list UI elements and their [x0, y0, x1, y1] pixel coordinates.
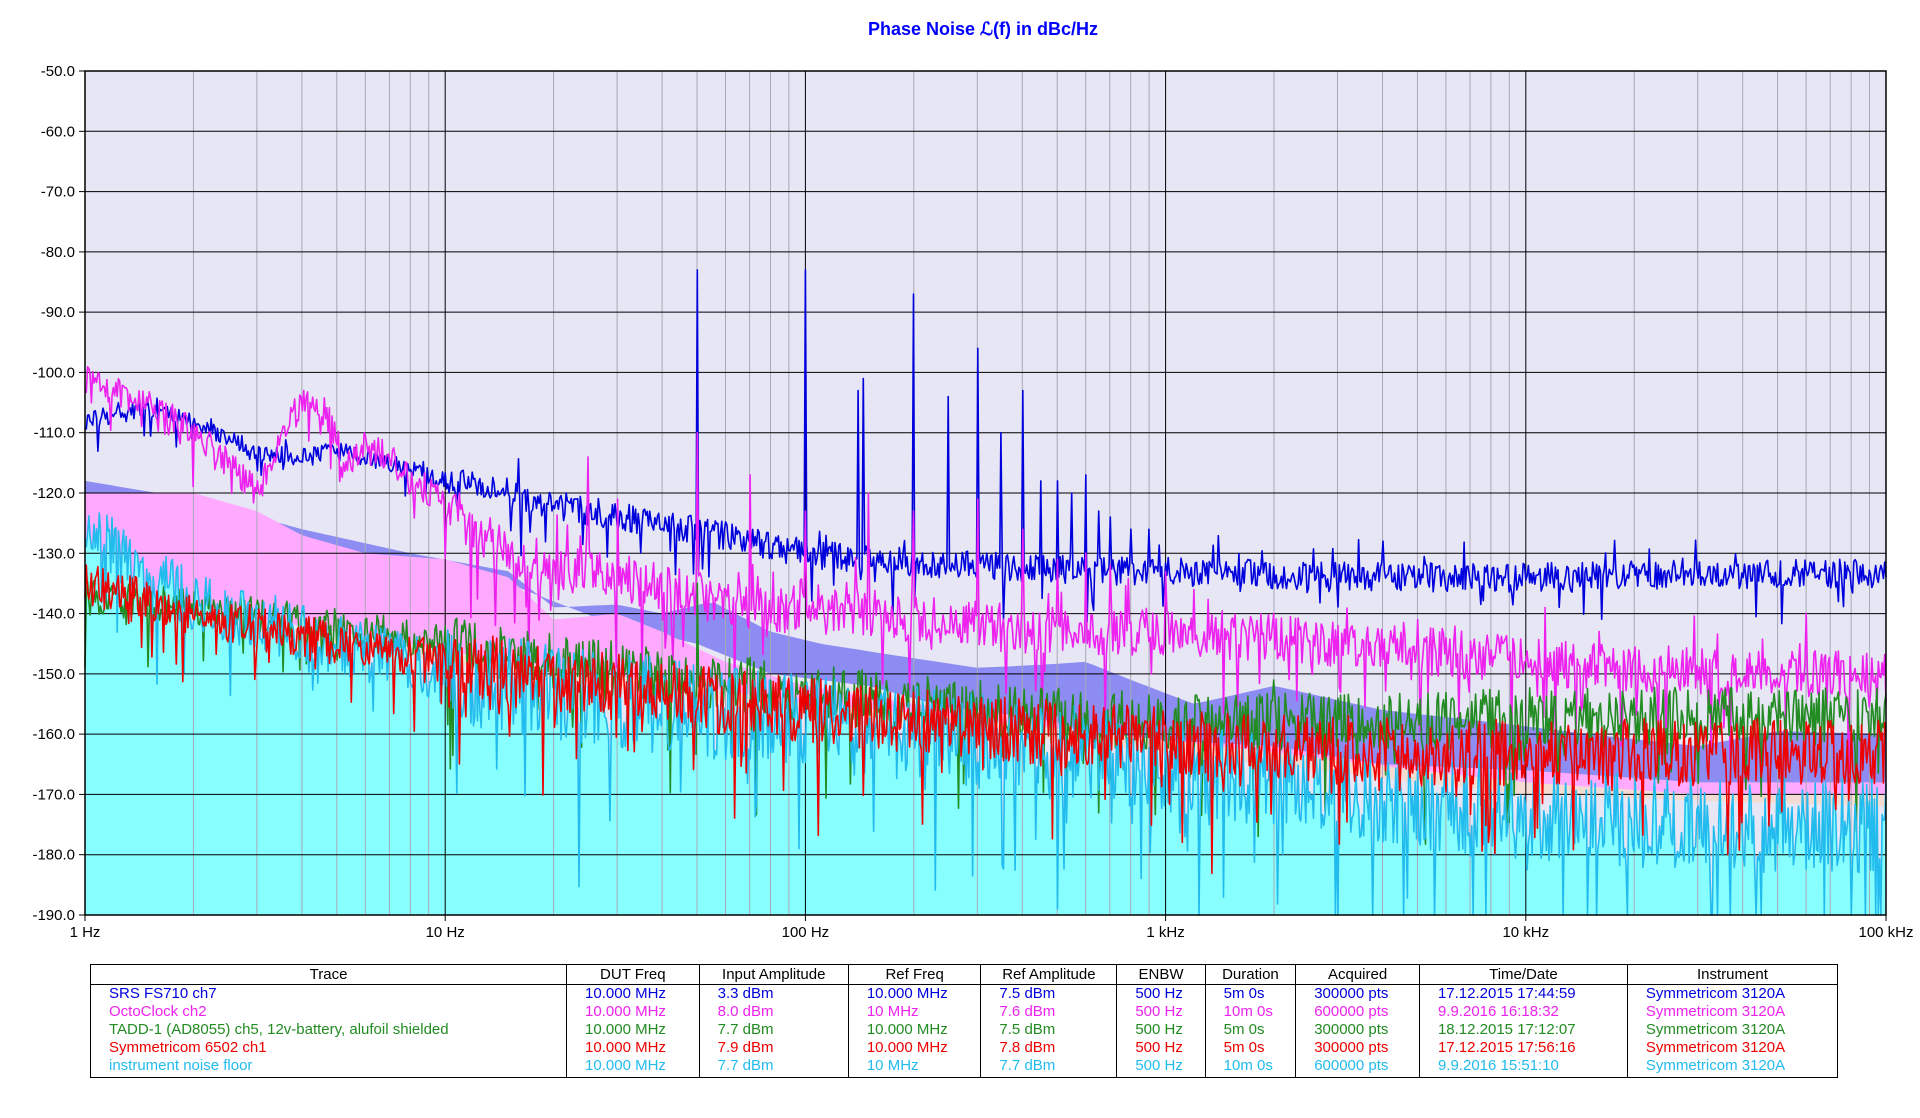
legend-cell: Symmetricom 3120A — [1626, 1003, 1839, 1021]
legend-cell: 10.000 MHz — [566, 984, 700, 1003]
noise-band-0 — [85, 480, 1886, 795]
legend-row: SRS FS710 ch7 10.000 MHz 3.3 dBm 10.000 MHz… — [89, 984, 1839, 1003]
legend-cell: 10m 0s — [1204, 1057, 1297, 1078]
legend-row: Symmetricom 6502 ch1 10.000 MHz 7.9 dBm 10.… — [89, 1039, 1839, 1057]
legend-cell: 8.0 dBm — [698, 1003, 849, 1021]
legend-cell: 10 MHz — [847, 1057, 982, 1078]
legend-cell: 17.12.2015 17:44:59 — [1418, 984, 1628, 1003]
legend-cell: 9.9.2016 15:51:10 — [1418, 1057, 1628, 1078]
y-tick-label: -170.0 — [32, 786, 75, 803]
legend-cell: 5m 0s — [1204, 1039, 1297, 1057]
y-tick-label: -130.0 — [32, 545, 75, 562]
legend-row: OctoClock ch2 10.000 MHz 8.0 dBm 10 MHz 7.6 … — [89, 1003, 1839, 1021]
legend-cell: 500 Hz — [1116, 1057, 1206, 1078]
legend-cell: 500 Hz — [1116, 984, 1206, 1003]
legend-cell: 10m 0s — [1204, 1003, 1297, 1021]
legend-cell: 7.7 dBm — [698, 1057, 849, 1078]
y-tick-label: -60.0 — [41, 123, 75, 140]
y-tick-label: -110.0 — [34, 425, 75, 442]
legend-header-cell: Ref Freq — [847, 964, 982, 985]
legend-cell: 7.8 dBm — [980, 1039, 1118, 1057]
y-tick-label: -80.0 — [41, 244, 75, 261]
legend-header-cell: Input Amplitude — [698, 964, 849, 985]
legend-cell: 500 Hz — [1116, 1021, 1206, 1039]
legend-cell: Symmetricom 3120A — [1626, 1021, 1839, 1039]
legend-cell: 300000 pts — [1295, 984, 1420, 1003]
series-lines — [84, 269, 1887, 916]
legend-table: Trace DUT Freq Input Amplitude Ref Freq Ref … — [89, 964, 1839, 1078]
legend-cell: 7.7 dBm — [980, 1057, 1118, 1078]
legend-header-cell: Time/Date — [1418, 964, 1628, 985]
legend-row: TADD-1 (AD8055) ch5, 12v-battery, alufoi… — [89, 1021, 1839, 1039]
x-tick-label: 100 kHz — [1858, 924, 1913, 941]
legend-cell: 10 MHz — [847, 1003, 982, 1021]
legend-cell: 3.3 dBm — [698, 984, 849, 1003]
legend-cell: 10.000 MHz — [566, 1057, 700, 1078]
y-tick-label: -190.0 — [32, 907, 75, 924]
y-tick-label: -120.0 — [32, 485, 75, 502]
legend-cell: OctoClock ch2 — [89, 1003, 568, 1021]
legend-cell: 600000 pts — [1295, 1003, 1420, 1021]
legend-header-cell: ENBW — [1116, 964, 1206, 985]
legend-cell: 10.000 MHz — [566, 1039, 700, 1057]
y-tick-label: -150.0 — [32, 666, 75, 683]
legend-cell: 7.9 dBm — [698, 1039, 849, 1057]
legend-cell: 9.9.2016 16:18:32 — [1418, 1003, 1628, 1021]
legend-header-cell: Trace — [89, 964, 568, 985]
legend-header-cell: Duration — [1204, 964, 1297, 985]
legend-cell: SRS FS710 ch7 — [89, 984, 568, 1003]
phase-noise-chart: Phase Noise ℒ(f) in dBc/Hz -50.0 -60.0 -70… — [32, 19, 1914, 941]
y-tick-label: -70.0 — [41, 184, 75, 201]
y-tick-label: -140.0 — [32, 606, 75, 623]
legend-cell: Symmetricom 3120A — [1626, 984, 1839, 1003]
legend-cell: 300000 pts — [1295, 1039, 1420, 1057]
legend-cell: 18.12.2015 17:12:07 — [1418, 1021, 1628, 1039]
legend-header-cell: Acquired — [1295, 964, 1420, 985]
y-axis-ticks: -50.0 -60.0 -70.0 -80.0 -90.0 -100.0 -110.0 -12… — [32, 63, 85, 924]
legend-cell: 5m 0s — [1204, 1021, 1297, 1039]
legend-cell: 500 Hz — [1116, 1039, 1206, 1057]
y-tick-label: -160.0 — [32, 726, 75, 743]
legend-cell: 7.7 dBm — [698, 1021, 849, 1039]
x-tick-label: 10 kHz — [1502, 924, 1549, 941]
legend-cell: 600000 pts — [1295, 1057, 1420, 1078]
x-axis-ticks: 1 Hz 10 Hz 100 Hz 1 kHz 10 kHz 100 kHz — [70, 915, 1914, 941]
legend-cell: 300000 pts — [1295, 1021, 1420, 1039]
legend-cell: instrument noise floor — [89, 1057, 568, 1078]
x-tick-label: 100 Hz — [782, 924, 830, 941]
x-tick-label: 1 Hz — [70, 924, 101, 941]
legend-row: instrument noise floor 10.000 MHz 7.7 dBm 1… — [89, 1057, 1839, 1078]
legend-cell: 10.000 MHz — [566, 1003, 700, 1021]
legend-cell: 500 Hz — [1116, 1003, 1206, 1021]
x-tick-label: 10 Hz — [426, 924, 465, 941]
legend-cell: 7.6 dBm — [980, 1003, 1118, 1021]
legend-cell: 7.5 dBm — [980, 1021, 1118, 1039]
y-tick-label: -50.0 — [41, 63, 75, 80]
y-tick-label: -100.0 — [32, 364, 75, 381]
legend-cell: 7.5 dBm — [980, 984, 1118, 1003]
legend-cell: 5m 0s — [1204, 984, 1297, 1003]
legend-header-cell: Instrument — [1626, 964, 1839, 985]
legend-header-cell: DUT Freq — [566, 964, 700, 985]
y-tick-label: -180.0 — [32, 847, 75, 864]
legend-cell: Symmetricom 6502 ch1 — [89, 1039, 568, 1057]
legend-cell: 10.000 MHz — [566, 1021, 700, 1039]
legend-cell: Symmetricom 3120A — [1626, 1057, 1839, 1078]
series-line-4 — [84, 512, 1887, 916]
y-tick-label: -90.0 — [41, 304, 75, 321]
legend-cell: 10.000 MHz — [847, 984, 982, 1003]
legend-cell: 10.000 MHz — [847, 1021, 982, 1039]
chart-title: Phase Noise ℒ(f) in dBc/Hz — [868, 19, 1098, 39]
legend-header-cell: Ref Amplitude — [980, 964, 1118, 985]
x-tick-label: 1 kHz — [1146, 924, 1184, 941]
legend-cell: 10.000 MHz — [847, 1039, 982, 1057]
legend-cell: TADD-1 (AD8055) ch5, 12v-battery, alufoi… — [89, 1021, 568, 1039]
series-line-3 — [84, 564, 1887, 874]
legend-cell: 17.12.2015 17:56:16 — [1418, 1039, 1628, 1057]
legend-cell: Symmetricom 3120A — [1626, 1039, 1839, 1057]
legend-header-row: Trace DUT Freq Input Amplitude Ref Freq Ref … — [89, 964, 1839, 985]
series-line-1 — [84, 366, 1887, 776]
legend-body: SRS FS710 ch7 10.000 MHz 3.3 dBm 10.000 MHz… — [89, 984, 1839, 1078]
